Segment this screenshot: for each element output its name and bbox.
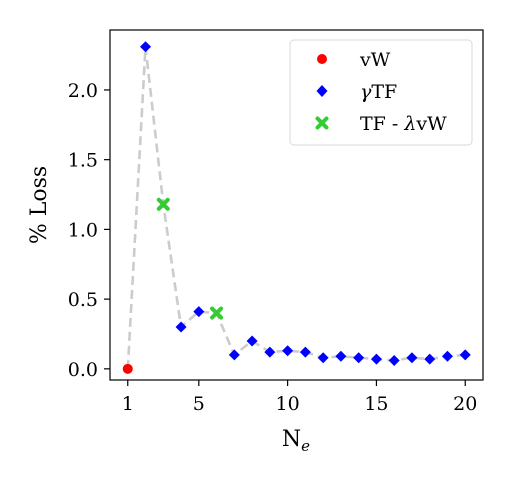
legend-gamma-symbol: γ <box>360 81 372 103</box>
legend-marker-tf-lambda-vw <box>315 116 329 130</box>
data-point-diamond-16 <box>388 354 400 366</box>
data-point-diamond-13 <box>335 350 347 362</box>
legend-marker-vw <box>317 54 327 64</box>
y-axis-label: % Loss <box>27 166 52 244</box>
y-tick-label-3: 1.5 <box>68 150 98 172</box>
legend-lambda-symbol: λ <box>403 113 416 135</box>
data-point-diamond-8 <box>246 335 258 347</box>
data-point-diamond-18 <box>424 353 436 365</box>
y-tick-label-2: 1.0 <box>68 219 98 241</box>
data-point-diamond-7 <box>228 349 240 361</box>
y-tick-label-4: 2.0 <box>68 80 98 102</box>
data-point-diamond-14 <box>353 352 365 364</box>
legend: vW γTF TF - λvW <box>289 39 473 146</box>
data-point-diamond-9 <box>264 346 276 358</box>
data-point-diamond-20 <box>459 349 471 361</box>
legend-label-gamma-tf: γTF <box>360 81 397 103</box>
legend-marker-gamma-tf <box>316 85 328 97</box>
data-point-x-6 <box>210 306 224 320</box>
data-markers <box>122 41 471 374</box>
x-tick-label-5: 5 <box>193 393 205 415</box>
legend-label-vw: vW <box>359 49 391 71</box>
data-point-x-3 <box>156 197 170 211</box>
x-tick-label-10: 10 <box>276 393 300 415</box>
x-axis-label: Ne <box>282 427 310 455</box>
y-tick-label-1: 0.5 <box>68 289 98 311</box>
data-point-diamond-2 <box>140 41 152 53</box>
x-tick-label-15: 15 <box>364 393 388 415</box>
legend-label-tf-lambda-vw: TF - λvW <box>360 113 447 135</box>
data-point-diamond-4 <box>175 321 187 333</box>
x-tick-label-1: 1 <box>122 393 134 415</box>
data-point-diamond-15 <box>370 353 382 365</box>
y-axis-ticks: 0.0 0.5 1.0 1.5 2.0 <box>68 80 110 381</box>
legend-frame <box>289 39 473 146</box>
y-tick-label-0: 0.0 <box>68 359 98 381</box>
x-tick-label-20: 20 <box>453 393 477 415</box>
data-point-circle-1 <box>122 363 133 374</box>
data-point-diamond-12 <box>317 352 329 364</box>
plot-frame <box>109 29 484 381</box>
data-point-diamond-19 <box>441 350 453 362</box>
x-axis-ticks: 1 5 10 15 20 <box>122 380 477 415</box>
data-point-diamond-11 <box>299 346 311 358</box>
data-point-diamond-10 <box>282 345 294 357</box>
x-axis-label-subscript: e <box>301 437 310 455</box>
data-point-diamond-5 <box>193 306 205 318</box>
data-point-diamond-17 <box>406 352 418 364</box>
